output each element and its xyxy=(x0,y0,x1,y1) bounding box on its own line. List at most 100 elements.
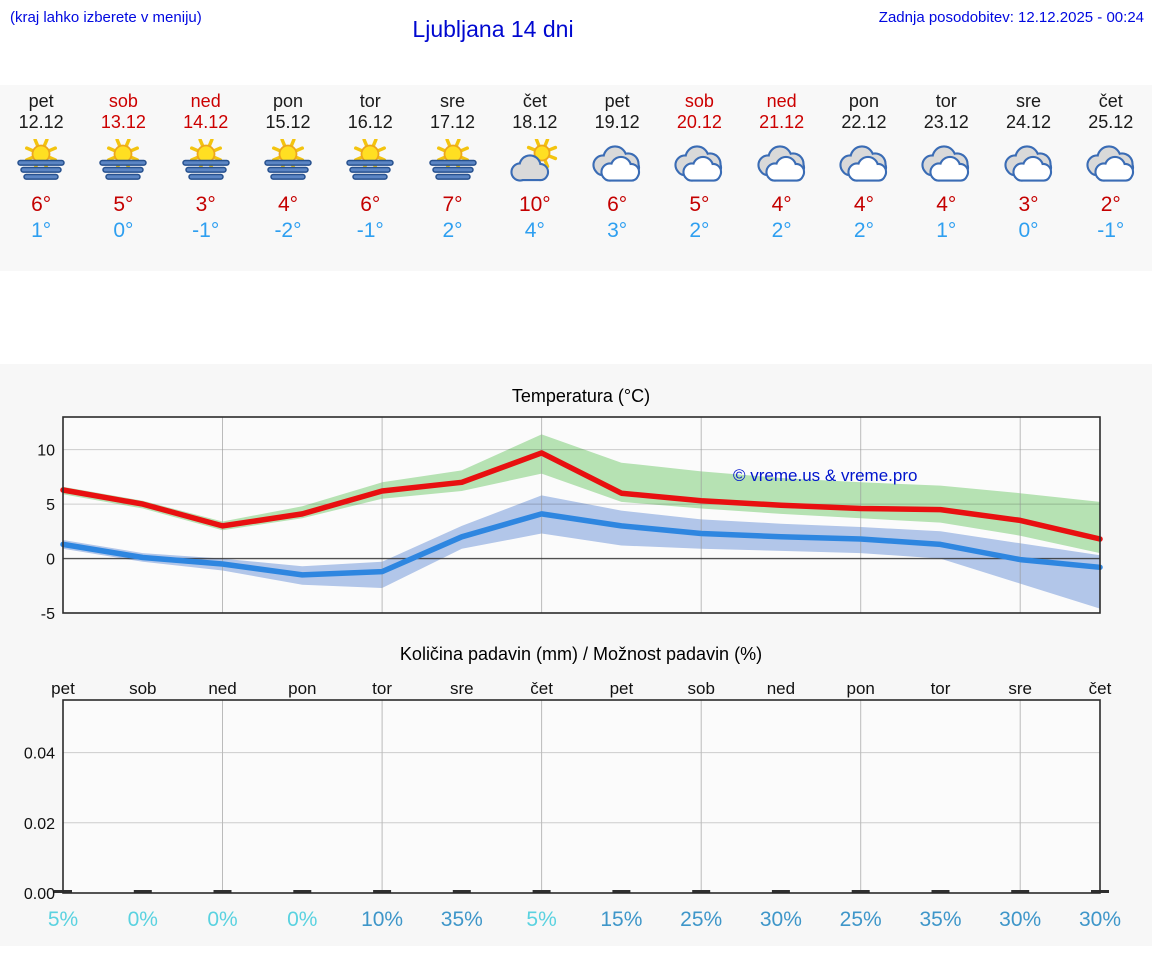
temp-y-tick-label: 0 xyxy=(46,552,55,569)
low-temp: 0° xyxy=(113,219,134,242)
low-temp: 3° xyxy=(607,219,628,242)
precip-bar xyxy=(1011,890,1030,893)
precip-probability-label: 30% xyxy=(1079,908,1121,931)
low-temp: 2° xyxy=(853,219,874,242)
day-date: 22.12 xyxy=(841,112,887,132)
weather-icon-wrap xyxy=(94,137,152,185)
high-temp: 5° xyxy=(689,193,710,216)
forecast-day-column: tor 23.12 4° 1° xyxy=(905,85,987,271)
sun-fog-icon xyxy=(264,137,312,180)
day-date: 19.12 xyxy=(594,112,640,132)
sun-fog-icon xyxy=(99,137,148,180)
precip-probability-label: 35% xyxy=(919,908,961,931)
day-name: sre xyxy=(1016,91,1042,111)
day-name: tor xyxy=(935,91,957,111)
precip-bar xyxy=(851,890,870,893)
forecast-day-column: ned 21.12 4° 2° xyxy=(741,85,823,271)
charts-svg: -5 0 5 10 0.00 0.02 0.04 pet sob ned pon tor sre čet p… xyxy=(24,416,1121,931)
high-temp: 4° xyxy=(936,193,957,216)
weather-icon-wrap xyxy=(1082,139,1140,185)
chart-day-label: ned xyxy=(208,679,236,698)
clouds-icon xyxy=(674,145,723,182)
precip-bar xyxy=(931,890,950,893)
forecast-day-column: sob 13.12 5° 0° xyxy=(82,85,164,271)
day-date: 18.12 xyxy=(512,112,558,132)
chart-day-label: ned xyxy=(767,679,795,698)
precip-probability-label: 30% xyxy=(760,908,802,931)
precip-y-tick-label: 0.02 xyxy=(24,816,55,833)
day-name: čet xyxy=(1098,91,1123,111)
forecast-day-column: pet 12.12 6° 1° xyxy=(0,85,82,271)
precip-bar xyxy=(532,890,551,893)
forecast-day-column: pon 15.12 4° -2° xyxy=(247,85,329,271)
day-name: pon xyxy=(272,91,303,111)
precip-probability-label: 10% xyxy=(361,908,403,931)
temperature-chart-title: Temperatura (°C) xyxy=(511,386,651,406)
chart-day-label: sob xyxy=(687,679,714,698)
weather-icon-wrap xyxy=(177,137,235,185)
chart-day-label: pon xyxy=(288,679,316,698)
precip-y-tick-label: 0.00 xyxy=(24,886,55,903)
forecast-day-column: pon 22.12 4° 2° xyxy=(823,85,905,271)
precip-y-tick-label: 0.04 xyxy=(24,746,55,763)
low-temp: -2° xyxy=(274,219,302,242)
weather-icon-wrap xyxy=(506,137,564,185)
low-temp: 0° xyxy=(1018,219,1039,242)
chart-day-label: pon xyxy=(847,679,875,698)
precip-bar xyxy=(133,890,152,893)
high-temp: 6° xyxy=(607,193,628,216)
day-name: sob xyxy=(108,91,138,111)
day-name: pet xyxy=(604,91,630,111)
day-name: pet xyxy=(28,91,54,111)
day-date: 15.12 xyxy=(265,112,311,132)
precip-bar xyxy=(213,890,232,893)
weather-icon-wrap xyxy=(259,137,317,185)
precip-probability-label: 25% xyxy=(680,908,722,931)
last-update-text: Zadnja posodobitev: 12.12.2025 - 00:24 xyxy=(878,9,1144,26)
low-temp: 2° xyxy=(689,219,710,242)
high-temp: 6° xyxy=(360,193,381,216)
copyright-link[interactable]: © vreme.us & vreme.pro xyxy=(733,466,918,485)
forecast-day-column: čet 25.12 2° -1° xyxy=(1070,85,1152,271)
forecast-day-column: tor 16.12 6° -1° xyxy=(329,85,411,271)
precip-bar xyxy=(692,890,711,893)
sun-cloud-icon xyxy=(510,137,557,182)
precip-bar xyxy=(452,890,471,893)
weather-icon-wrap xyxy=(12,137,70,185)
chart-day-label: čet xyxy=(530,679,553,698)
clouds-icon xyxy=(757,145,805,182)
day-date: 23.12 xyxy=(923,112,969,132)
precip-bar xyxy=(612,890,631,893)
chart-day-label: pet xyxy=(610,679,634,698)
day-date: 12.12 xyxy=(18,112,64,132)
chart-day-label: tor xyxy=(931,679,951,698)
charts-section: -5 0 5 10 0.00 0.02 0.04 pet sob ned pon tor sre čet p… xyxy=(0,364,1152,946)
clouds-icon xyxy=(592,145,641,182)
precip-bar xyxy=(771,890,790,893)
high-temp: 10° xyxy=(518,193,551,216)
clouds-icon xyxy=(921,145,970,182)
weather-icon-wrap xyxy=(424,137,482,185)
low-temp: 2° xyxy=(442,219,463,242)
sun-fog-icon xyxy=(346,137,395,180)
clouds-icon xyxy=(1003,145,1052,182)
max-temp-range-band xyxy=(63,434,1100,554)
page-title: Ljubljana 14 dni xyxy=(412,16,574,42)
weather-icon-wrap xyxy=(1000,139,1058,185)
day-name: čet xyxy=(522,91,547,111)
day-date: 16.12 xyxy=(347,112,393,132)
day-date: 24.12 xyxy=(1005,112,1052,132)
precip-probability-label: 5% xyxy=(48,908,78,931)
high-temp: 5° xyxy=(113,193,134,216)
precip-bar xyxy=(373,890,392,893)
low-temp: 1° xyxy=(31,219,52,242)
forecast-day-column: sob 20.12 5° 2° xyxy=(658,85,740,271)
weather-icon-wrap xyxy=(670,139,728,185)
day-date: 14.12 xyxy=(183,112,229,132)
day-date: 13.12 xyxy=(100,112,146,132)
clouds-icon xyxy=(839,145,888,182)
forecast-day-column: čet 18.12 10° 4° xyxy=(494,85,576,271)
forecast-strip: pet 12.12 6° 1° sob 13.12 5° 0° ned 14.12 3° -1°… xyxy=(0,85,1152,271)
precip-probability-label: 35% xyxy=(441,908,483,931)
